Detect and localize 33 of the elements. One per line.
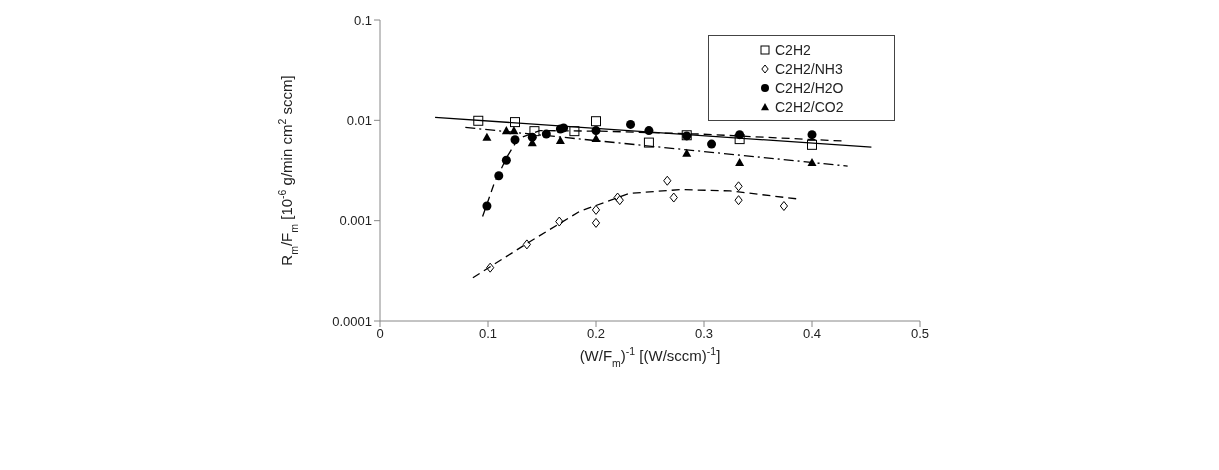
point bbox=[807, 130, 817, 140]
point bbox=[522, 239, 531, 250]
point bbox=[591, 217, 601, 228]
point bbox=[482, 132, 492, 141]
point bbox=[734, 195, 743, 206]
y-tick-label: 0.1 bbox=[353, 12, 372, 28]
point bbox=[501, 155, 511, 165]
point bbox=[682, 148, 692, 157]
point bbox=[669, 192, 678, 203]
y-tick-label: 0.001 bbox=[339, 213, 372, 229]
point bbox=[779, 201, 789, 212]
legend-label: C2H2/H2O bbox=[775, 79, 844, 96]
x-tick-label: 0.5 bbox=[910, 326, 930, 342]
point bbox=[555, 216, 564, 227]
x-tick-label: 0.1 bbox=[478, 326, 498, 342]
point bbox=[555, 135, 565, 145]
legend-label: C2H2 bbox=[775, 41, 811, 58]
point bbox=[626, 119, 636, 129]
x-tick-label: 0 bbox=[376, 326, 384, 342]
x-tick-label: 0.3 bbox=[694, 326, 714, 342]
y-tick-label: 0.01 bbox=[346, 112, 372, 128]
x-tick-label: 0.4 bbox=[802, 326, 822, 342]
point bbox=[735, 158, 745, 167]
y-tick-label: 0.0001 bbox=[332, 313, 372, 329]
x-tick-label: 0.2 bbox=[586, 326, 606, 342]
point bbox=[707, 139, 717, 149]
point bbox=[591, 204, 601, 215]
point bbox=[663, 175, 672, 186]
x-axis-title: (W/F$_{m}$)$^{-1}$ [(W/sccm)$^{-1}$] bbox=[579, 345, 721, 369]
legend-label: C2H2/NH3 bbox=[775, 60, 843, 77]
point bbox=[734, 181, 743, 192]
point bbox=[591, 116, 601, 127]
legend-label: C2H2/CO2 bbox=[775, 98, 844, 115]
